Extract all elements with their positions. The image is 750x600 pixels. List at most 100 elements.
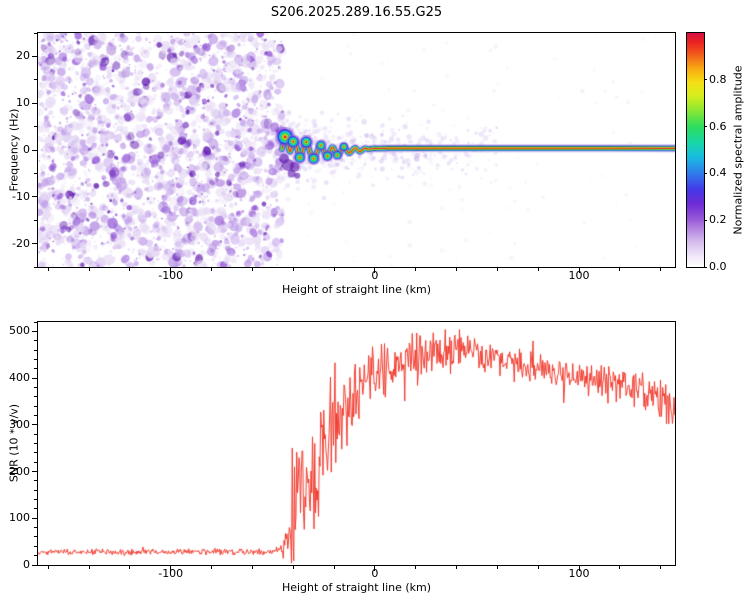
y-minor-tick — [34, 386, 37, 388]
colorbar-label: Normalized spectral amplitude — [731, 65, 745, 235]
colorbar-tick — [704, 126, 707, 128]
y-minor-tick — [34, 443, 37, 444]
x-major-tick — [170, 268, 172, 273]
colorbar-gradient — [686, 32, 705, 268]
y-minor-tick — [34, 340, 37, 342]
y-minor-tick — [34, 266, 37, 268]
y-major-tick — [32, 55, 37, 57]
x-major-tick — [374, 566, 376, 571]
x-major-tick — [578, 268, 580, 273]
x-tick-label: -100 — [158, 567, 184, 580]
x-minor-tick — [129, 268, 131, 271]
y-minor-tick — [34, 452, 37, 454]
colorbar-tick — [704, 172, 707, 174]
y-tick-label: -10 — [12, 189, 30, 203]
snr-canvas — [38, 322, 675, 565]
y-minor-tick — [34, 555, 37, 557]
x-minor-tick — [456, 566, 458, 569]
x-minor-tick — [496, 566, 498, 569]
y-minor-tick — [34, 414, 37, 416]
y-major-tick — [32, 196, 37, 198]
colorbar-tick-label: 0.8 — [709, 72, 727, 86]
colorbar-tick-label: 0.2 — [709, 213, 727, 227]
x-tick-label: 100 — [568, 269, 590, 282]
y-tick-label: 400 — [9, 371, 30, 385]
y-minor-tick — [34, 358, 37, 360]
x-tick-label: 0 — [371, 567, 379, 580]
x-minor-tick — [47, 268, 49, 271]
x-major-tick — [578, 566, 580, 571]
colorbar-tick — [704, 266, 707, 268]
y-major-tick — [32, 564, 37, 566]
y-minor-tick — [34, 321, 37, 323]
y-minor-tick — [34, 461, 37, 463]
x-minor-tick — [333, 566, 335, 569]
snr-x-axis-label: Height of straight line (km) — [281, 581, 432, 594]
x-minor-tick — [47, 566, 49, 569]
x-major-tick — [170, 566, 172, 571]
y-tick-label: 200 — [9, 464, 30, 478]
y-major-tick — [32, 243, 37, 245]
colorbar-tick — [704, 219, 707, 221]
y-minor-tick — [34, 480, 37, 482]
x-tick-label: -100 — [158, 269, 184, 282]
y-tick-label: 100 — [9, 511, 30, 525]
y-tick-label: 0 — [23, 143, 30, 156]
y-minor-tick — [34, 545, 37, 547]
x-minor-tick — [129, 566, 131, 569]
spectrogram-frame — [37, 32, 676, 268]
spectrogram-x-axis-label: Height of straight line (km) — [281, 283, 432, 296]
y-minor-tick — [34, 405, 37, 407]
y-major-tick — [32, 424, 37, 426]
x-minor-tick — [537, 268, 539, 271]
y-minor-tick — [34, 219, 37, 221]
x-minor-tick — [496, 268, 498, 271]
x-minor-tick — [211, 268, 213, 271]
x-tick-label: 100 — [568, 567, 590, 580]
y-major-tick — [32, 377, 37, 379]
y-major-tick — [32, 471, 37, 473]
x-minor-tick — [456, 268, 458, 271]
colorbar-tick-label: 0.4 — [709, 166, 727, 180]
y-minor-tick — [34, 489, 37, 491]
y-minor-tick — [34, 536, 37, 538]
x-minor-tick — [292, 566, 294, 569]
y-major-tick — [32, 149, 37, 151]
y-minor-tick — [34, 433, 37, 435]
y-tick-label: 300 — [9, 417, 30, 431]
y-minor-tick — [34, 126, 37, 128]
y-major-tick — [32, 330, 37, 332]
y-tick-label: 20 — [16, 49, 30, 63]
colorbar-tick — [704, 79, 707, 81]
x-minor-tick — [619, 268, 621, 271]
y-tick-label: 500 — [9, 324, 30, 338]
colorbar-tick-label: 0.0 — [709, 260, 727, 273]
y-minor-tick — [34, 172, 37, 174]
x-tick-label: 0 — [371, 269, 379, 282]
x-minor-tick — [619, 566, 621, 569]
x-minor-tick — [660, 566, 662, 569]
y-tick-label: -20 — [12, 236, 30, 250]
x-minor-tick — [292, 268, 294, 271]
x-minor-tick — [211, 566, 213, 569]
x-minor-tick — [251, 268, 253, 271]
x-minor-tick — [333, 268, 335, 271]
colorbar-tick-label: 0.6 — [709, 119, 727, 133]
y-tick-label: 10 — [16, 96, 30, 110]
x-major-tick — [374, 268, 376, 273]
x-minor-tick — [88, 268, 90, 271]
y-minor-tick — [34, 349, 37, 351]
x-minor-tick — [537, 566, 539, 569]
y-minor-tick — [34, 499, 37, 501]
y-minor-tick — [34, 32, 37, 34]
y-major-tick — [32, 102, 37, 104]
y-minor-tick — [34, 79, 37, 81]
figure-title: S206.2025.289.16.55.G25 — [270, 5, 443, 20]
y-major-tick — [32, 517, 37, 519]
spectrogram-canvas — [38, 33, 675, 267]
y-minor-tick — [34, 396, 37, 398]
x-minor-tick — [251, 566, 253, 569]
y-tick-label: 0 — [23, 558, 30, 571]
x-minor-tick — [415, 268, 417, 271]
